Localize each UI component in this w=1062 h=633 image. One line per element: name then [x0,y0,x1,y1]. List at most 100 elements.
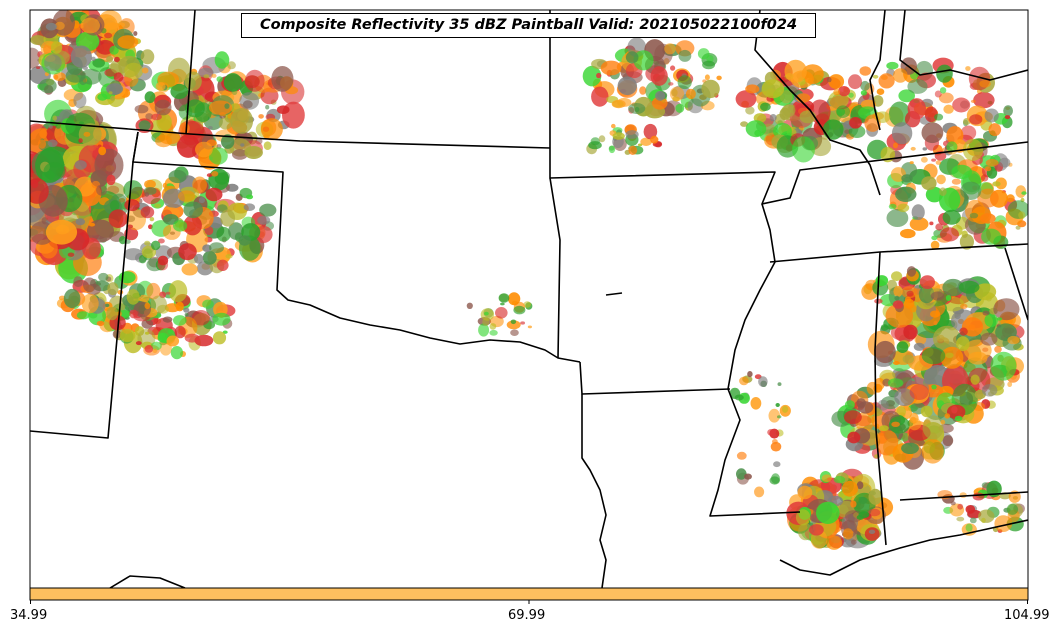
storm-blob [478,323,490,337]
storm-blob [981,384,998,397]
storm-blob [466,302,473,309]
storm-blob [257,215,271,225]
storm-blob [625,51,639,64]
storm-blob [747,371,753,378]
storm-blob [113,56,120,63]
storm-blob [73,92,87,109]
storm-blob [39,129,48,139]
storm-blob [736,451,747,460]
storm-blob [104,32,113,39]
storm-blob [198,197,205,204]
storm-blob [838,86,850,97]
storm-blob [506,320,521,330]
storm-blob [893,142,898,149]
storm-blob [113,72,124,82]
border-co-ks [185,10,196,135]
storm-blob [53,72,66,82]
storm-blob [110,95,115,101]
storm-blob [108,91,113,95]
storm-blob [897,203,910,213]
storm-blob [809,524,824,536]
storm-blob [239,92,260,110]
storm-blob [893,285,903,297]
border-co-ne [30,120,551,149]
storm-blob [970,99,976,103]
storm-blob [591,86,609,107]
colorbar-tick-label-max: 104.99 [1004,608,1050,623]
storm-blob [144,302,151,310]
border-il-river [754,10,881,196]
storm-blob [507,292,521,306]
storm-blob [995,177,1007,190]
storm-blob [921,176,937,191]
storm-blob [51,41,63,54]
storm-blob [980,332,998,346]
storm-blob [951,406,958,414]
storm-blob [173,220,188,232]
storm-blob [600,60,622,76]
storm-blob [950,501,956,506]
storm-blob [655,90,666,101]
storm-blob [981,482,990,489]
storm-blob [1018,211,1026,220]
storm-blob [79,121,84,125]
storm-blob [240,143,245,147]
border-top-right [899,10,1028,81]
storm-blob [773,461,781,468]
storm-blob [744,473,752,480]
storm-blob [850,539,857,545]
storm-blob [901,174,913,183]
storm-blob [65,68,86,83]
storm-blob [675,103,685,113]
storm-blob [625,130,639,139]
storm-blob [258,114,264,119]
storm-blob [98,10,122,30]
storm-blob [920,405,933,418]
storm-blob [898,89,915,103]
storm-blob [984,166,992,172]
storm-blob [216,76,223,83]
storm-blob [260,118,283,141]
storm-blob [885,303,914,328]
storm-blob [244,146,263,159]
storm-blob [960,303,968,310]
storm-blob [930,240,940,250]
storm-blob [841,480,859,497]
storm-blob [761,79,785,99]
storm-blob [91,56,96,61]
storm-blob [980,213,996,224]
storm-blob [944,413,951,419]
storm-blob [960,181,982,200]
storm-blob [907,98,926,120]
storm-blob [816,501,840,524]
storm-blob [76,311,90,320]
storm-blob [848,92,854,98]
storm-blob [227,61,236,70]
storm-blob [921,122,944,144]
storm-blob [611,123,616,129]
border-nm-tx [30,161,134,439]
storm-blob [670,65,676,71]
texas-coast-bottom [109,575,186,588]
storm-blob [669,86,685,102]
storm-blob [936,64,953,83]
storm-blob [612,132,625,140]
storm-blob [896,341,909,354]
storm-blob [141,67,149,74]
storm-blob [216,259,229,271]
storm-blob [880,324,889,331]
storm-blob [769,114,777,122]
storm-blob [109,45,119,55]
storm-blob [821,474,833,483]
storm-blob [875,429,899,456]
storm-blob [896,406,906,417]
storm-blob [36,66,41,69]
storm-blob [921,439,944,464]
storm-blob [652,96,668,110]
storm-blob [977,188,999,208]
storm-blob [939,187,947,196]
arkansas-tiny [605,292,623,296]
storm-blob [140,206,155,219]
storm-blob [225,253,233,259]
